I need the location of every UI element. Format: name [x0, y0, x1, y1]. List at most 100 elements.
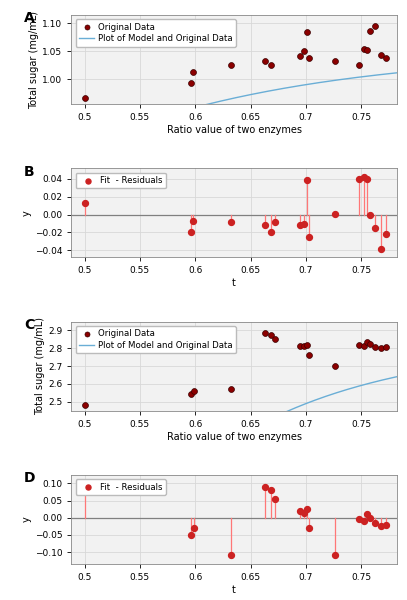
Fit  - Residuals [306, 232, 313, 242]
Fit  - Residuals [190, 216, 196, 226]
Fit  - Residuals [81, 198, 88, 208]
Original Data [306, 53, 313, 62]
Fit  - Residuals [360, 517, 367, 526]
Original Data [367, 339, 374, 349]
Plot of Model and Original Data [274, 413, 278, 420]
Original Data [267, 330, 274, 340]
Plot of Model and Original Data [108, 131, 113, 138]
Plot of Model and Original Data [175, 109, 180, 116]
Original Data [332, 56, 338, 66]
Fit  - Residuals [332, 551, 338, 560]
Original Data [306, 350, 313, 359]
Fit  - Residuals [367, 513, 374, 523]
Fit  - Residuals [306, 523, 313, 533]
Original Data [360, 44, 367, 54]
Original Data [356, 61, 362, 70]
Fit  - Residuals [262, 482, 268, 491]
Fit  - Residuals [383, 229, 389, 239]
Fit  - Residuals [300, 508, 307, 517]
Original Data [188, 389, 194, 398]
Plot of Model and Original Data [108, 550, 113, 557]
Text: C: C [24, 318, 34, 332]
Fit  - Residuals [372, 223, 378, 233]
Fit  - Residuals [383, 520, 389, 529]
Y-axis label: y: y [22, 517, 32, 523]
X-axis label: t: t [232, 585, 236, 595]
Fit  - Residuals [356, 515, 362, 524]
Y-axis label: y: y [22, 210, 32, 216]
Fit  - Residuals [372, 518, 378, 527]
Plot of Model and Original Data [305, 399, 310, 406]
Plot of Model and Original Data [69, 147, 74, 154]
Fit  - Residuals [378, 244, 385, 253]
Fit  - Residuals [228, 217, 234, 227]
Original Data [191, 386, 197, 396]
Fit  - Residuals [297, 221, 304, 230]
Text: A: A [24, 11, 35, 25]
Fit  - Residuals [360, 172, 367, 182]
Fit  - Residuals [332, 209, 338, 218]
Original Data [364, 45, 370, 55]
Original Data [360, 341, 367, 350]
Original Data [364, 337, 370, 347]
Fit  - Residuals [364, 174, 370, 184]
Original Data [297, 341, 304, 350]
X-axis label: t: t [232, 278, 236, 288]
Fit  - Residuals [300, 219, 307, 229]
Fit  - Residuals [267, 227, 274, 236]
Y-axis label: Total sugar (mg/mL): Total sugar (mg/mL) [35, 317, 45, 415]
Original Data [372, 342, 378, 352]
Legend: Fit  - Residuals: Fit - Residuals [76, 173, 166, 188]
X-axis label: Ratio value of two enzymes: Ratio value of two enzymes [166, 431, 302, 442]
Fit  - Residuals [188, 530, 194, 539]
Legend: Fit  - Residuals: Fit - Residuals [76, 479, 166, 495]
Fit  - Residuals [304, 505, 311, 514]
Original Data [190, 67, 196, 77]
Fit  - Residuals [228, 551, 234, 560]
Original Data [272, 334, 278, 344]
Plot of Model and Original Data [394, 373, 399, 380]
Plot of Model and Original Data [305, 81, 310, 88]
Original Data [383, 53, 389, 62]
Original Data [262, 56, 268, 66]
Fit  - Residuals [378, 521, 385, 531]
Original Data [378, 50, 385, 59]
Fit  - Residuals [356, 174, 362, 184]
Fit  - Residuals [191, 523, 197, 533]
Original Data [81, 93, 88, 103]
Original Data [304, 27, 311, 37]
Plot of Model and Original Data [394, 69, 399, 76]
Original Data [367, 26, 374, 35]
Plot of Model and Original Data [304, 81, 309, 88]
Original Data [304, 340, 311, 350]
Original Data [378, 344, 385, 353]
Plot of Model and Original Data [198, 103, 203, 110]
Fit  - Residuals [272, 494, 278, 503]
Original Data [228, 385, 234, 394]
Original Data [300, 46, 307, 56]
Fit  - Residuals [267, 485, 274, 495]
Original Data [356, 340, 362, 350]
Original Data [297, 51, 304, 61]
Line: Plot of Model and Original Data: Plot of Model and Original Data [71, 73, 397, 151]
Original Data [188, 78, 194, 88]
Plot of Model and Original Data [274, 86, 278, 94]
Plot of Model and Original Data [175, 477, 180, 484]
Fit  - Residuals [272, 217, 278, 227]
Line: Plot of Model and Original Data: Plot of Model and Original Data [71, 377, 397, 600]
Legend: Original Data, Plot of Model and Original Data: Original Data, Plot of Model and Origina… [76, 326, 236, 353]
Y-axis label: Total sugar (mg/mL): Total sugar (mg/mL) [29, 11, 39, 109]
Original Data [332, 361, 338, 371]
Original Data [228, 61, 234, 70]
Fit  - Residuals [81, 479, 88, 488]
Legend: Original Data, Plot of Model and Original Data: Original Data, Plot of Model and Origina… [76, 19, 236, 47]
Fit  - Residuals [262, 221, 268, 230]
Plot of Model and Original Data [304, 400, 309, 407]
Fit  - Residuals [367, 210, 374, 220]
Original Data [300, 341, 307, 351]
X-axis label: Ratio value of two enzymes: Ratio value of two enzymes [166, 125, 302, 135]
Plot of Model and Original Data [198, 458, 203, 466]
Original Data [372, 22, 378, 31]
Text: D: D [24, 472, 35, 485]
Original Data [383, 343, 389, 352]
